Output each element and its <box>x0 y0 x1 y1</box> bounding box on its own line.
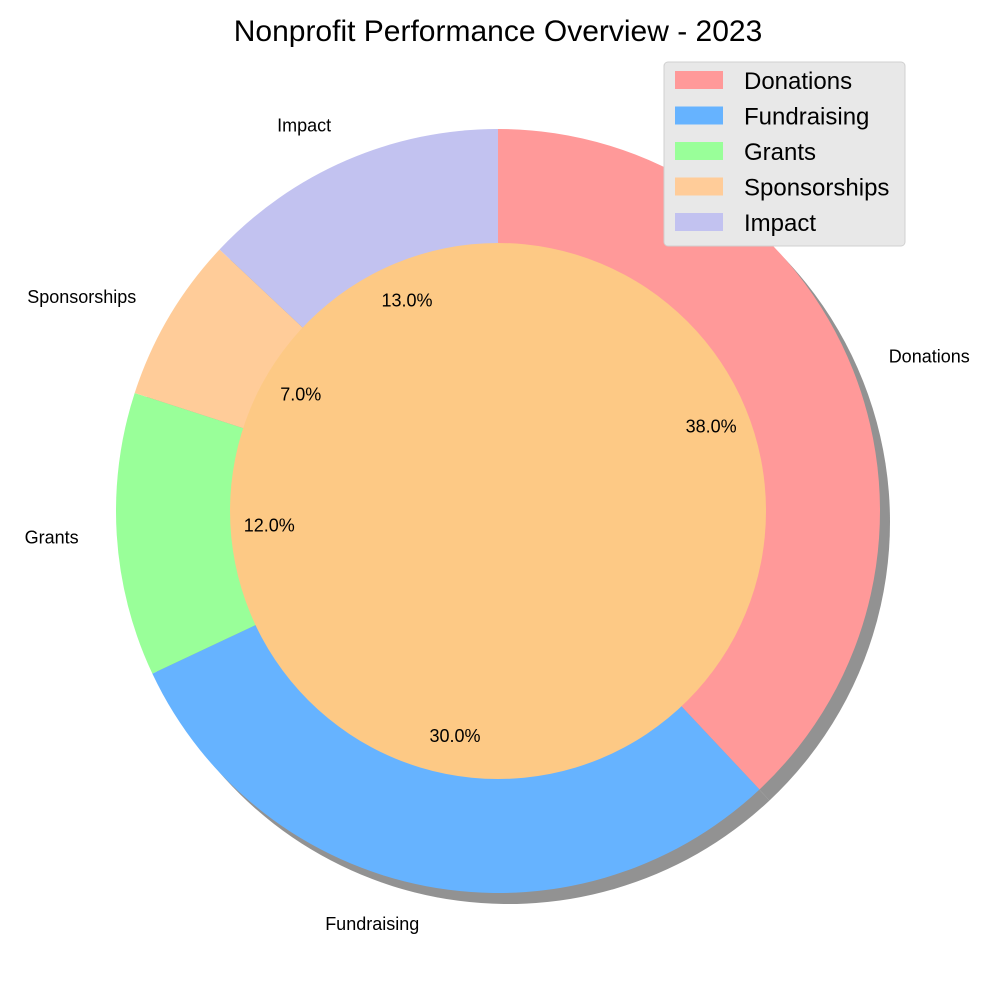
legend-label-sponsorships: Sponsorships <box>744 175 889 202</box>
legend-swatch-impact <box>675 213 723 231</box>
legend-label-impact: Impact <box>744 210 816 237</box>
pct-label-fundraising: 30.0% <box>430 726 481 746</box>
legend-swatch-fundraising <box>675 106 723 125</box>
legend-swatch-sponsorships <box>675 177 723 196</box>
pct-label-impact: 13.0% <box>381 291 432 311</box>
legend-swatch-donations <box>675 71 723 89</box>
legend-label-donations: Donations <box>744 68 852 95</box>
pct-label-sponsorships: 7.0% <box>280 384 321 404</box>
chart-title: Nonprofit Performance Overview - 2023 <box>234 15 763 48</box>
legend: Donations Fundraising Grants Sponsorships Im… <box>663 61 906 247</box>
slice-labels: Donations 38.0% Fundraising 30.0% Grants 12.0… <box>25 115 970 933</box>
legend-items: Donations Fundraising Grants Sponsorships Im… <box>675 68 889 237</box>
slice-label-donations: Donations <box>889 346 970 366</box>
pct-label-grants: 12.0% <box>244 515 295 535</box>
pct-label-donations: 38.0% <box>686 417 737 437</box>
slice-label-impact: Impact <box>277 115 331 135</box>
legend-frame <box>663 61 906 247</box>
slice-label-fundraising: Fundraising <box>325 914 419 934</box>
slice-label-grants: Grants <box>25 527 79 547</box>
donut-center <box>230 243 766 779</box>
legend-swatch-grants <box>675 142 723 160</box>
slice-label-sponsorships: Sponsorships <box>27 287 136 307</box>
legend-label-grants: Grants <box>744 139 816 166</box>
legend-label-fundraising: Fundraising <box>744 104 869 131</box>
